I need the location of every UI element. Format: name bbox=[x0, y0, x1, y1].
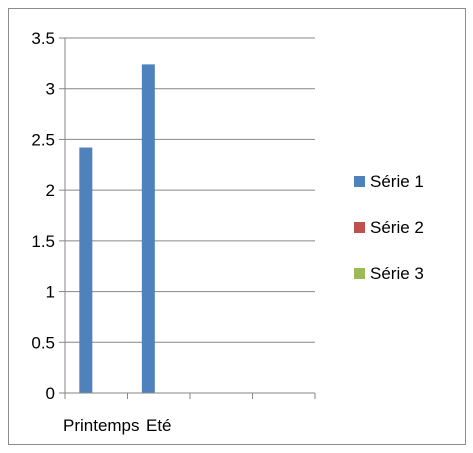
legend-swatch bbox=[354, 176, 365, 187]
y-tick-label: 3.5 bbox=[31, 29, 55, 48]
x-tick-labels: Printemps Eté bbox=[63, 416, 172, 435]
legend-swatch bbox=[354, 222, 365, 233]
x-tick-label: Printemps bbox=[63, 416, 140, 435]
y-tick-label: 2.5 bbox=[31, 130, 55, 149]
legend-swatch bbox=[354, 268, 365, 279]
y-tick-labels: 0 0.5 1 1.5 2 2.5 3 3.5 bbox=[31, 29, 55, 403]
y-tick-label: 1.5 bbox=[31, 232, 55, 251]
bar bbox=[141, 64, 155, 393]
legend-label: Série 2 bbox=[370, 218, 424, 237]
legend-label: Série 3 bbox=[370, 264, 424, 283]
bar bbox=[79, 147, 93, 393]
x-tick-label: Eté bbox=[146, 416, 172, 435]
y-tick-label: 0.5 bbox=[31, 333, 55, 352]
legend: Série 1 Série 2 Série 3 bbox=[354, 172, 424, 283]
gridlines bbox=[65, 37, 315, 343]
y-tick-label: 1 bbox=[46, 283, 55, 302]
axes bbox=[59, 37, 316, 399]
y-tick-label: 3 bbox=[46, 80, 55, 99]
y-tick-label: 0 bbox=[46, 384, 55, 403]
y-tick-label: 2 bbox=[46, 181, 55, 200]
legend-label: Série 1 bbox=[370, 172, 424, 191]
bars bbox=[79, 64, 155, 393]
